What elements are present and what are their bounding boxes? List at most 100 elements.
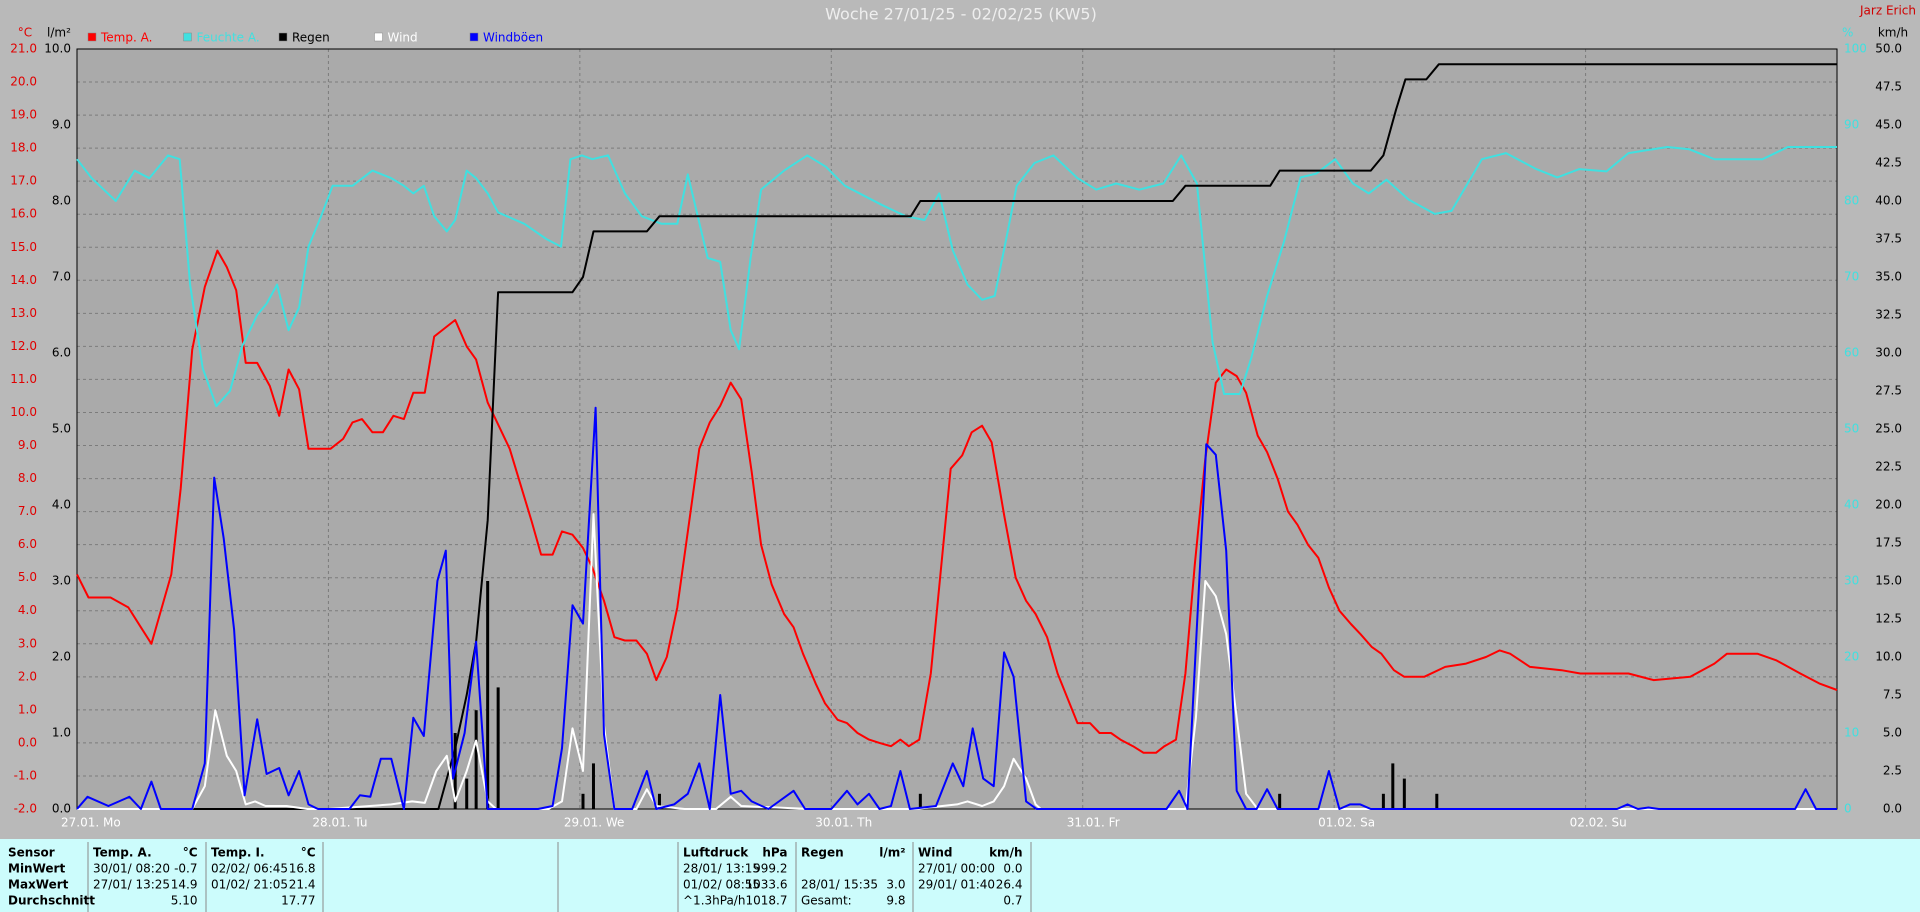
- column-unit: l/m²: [879, 846, 905, 860]
- rain-bar: [1402, 778, 1406, 809]
- cell-value: 21.4: [289, 878, 316, 892]
- cell-value: 3.0: [886, 878, 905, 892]
- y-tick-label: 20.0: [10, 75, 37, 89]
- cell-value: 16.8: [289, 862, 316, 876]
- y3-tick-label: 0: [1844, 802, 1852, 816]
- x-tick-label: 30.01. Th: [815, 816, 872, 830]
- y-tick-label: 12.0: [10, 339, 37, 353]
- cell-value: 999.2: [753, 862, 787, 876]
- x-tick-label: 28.01. Tu: [312, 816, 367, 830]
- y4-tick-label: 5.0: [1883, 726, 1902, 740]
- y4-tick-label: 35.0: [1875, 270, 1902, 284]
- y3-tick-label: 20: [1844, 650, 1859, 664]
- y2-tick-label: 7.0: [52, 270, 71, 284]
- column-unit: °C: [183, 846, 198, 860]
- y-tick-label: 14.0: [10, 273, 37, 287]
- marks: [76, 63, 1838, 810]
- y4-tick-label: 25.0: [1875, 422, 1902, 436]
- y4-tick-label: 27.5: [1875, 384, 1902, 398]
- y2-tick-label: 8.0: [52, 194, 71, 208]
- y3-tick-label: 10: [1844, 726, 1859, 740]
- labels: -2.0 -1.0 0.0 1.0 2.0 3.0 4.0 5.0 6.0 7.0 8.0 9.0 10…: [10, 31, 1902, 830]
- y3-tick-label: 90: [1844, 118, 1859, 132]
- y2-tick-label: 9.0: [52, 118, 71, 132]
- y2-tick-label: 10.0: [44, 42, 71, 56]
- y-tick-label: 3.0: [18, 636, 37, 650]
- y-tick-label: 2.0: [18, 669, 37, 683]
- row-label: Durchschnitt: [8, 894, 95, 908]
- legend-label: Windböen: [483, 31, 543, 45]
- series-line: [76, 146, 1837, 408]
- y2-tick-label: 1.0: [52, 726, 71, 740]
- y4-tick-label: 40.0: [1875, 194, 1902, 208]
- y2-tick-label: 4.0: [52, 498, 71, 512]
- column-title: Wind: [918, 846, 952, 860]
- y4-tick-label: 32.5: [1875, 308, 1902, 322]
- column-unit: hPa: [762, 846, 787, 860]
- rain-bar: [465, 778, 469, 809]
- y3-tick-label: 100: [1844, 42, 1867, 56]
- y4-axis-unit: km/h: [1878, 26, 1908, 40]
- y-tick-label: -1.0: [14, 768, 37, 782]
- y4-tick-label: 50.0: [1875, 42, 1902, 56]
- legend-swatch: [183, 32, 192, 42]
- cell-note: 27/01/ 13:25: [93, 878, 170, 892]
- y2-tick-label: 2.0: [52, 650, 71, 664]
- cell-value: -0.7: [174, 862, 197, 876]
- y-tick-label: 5.0: [18, 570, 37, 584]
- y4-tick-label: 22.5: [1875, 460, 1902, 474]
- y3-tick-label: 40: [1844, 498, 1859, 512]
- rain-bar: [591, 763, 595, 809]
- legend-label: Regen: [292, 31, 330, 45]
- cell-value: 0.0: [1003, 862, 1022, 876]
- y3-tick-label: 70: [1844, 270, 1859, 284]
- y3-tick-label: 60: [1844, 346, 1859, 360]
- table-header: Sensor: [8, 846, 55, 860]
- legend-swatch: [469, 32, 479, 42]
- rain-bar: [581, 793, 585, 809]
- column-unit: °C: [301, 846, 316, 860]
- y-tick-label: 9.0: [18, 438, 37, 452]
- y-tick-label: 21.0: [10, 42, 37, 56]
- column-title: Regen: [801, 846, 844, 860]
- rain-bar: [496, 687, 500, 809]
- rain-bar: [486, 581, 490, 809]
- column-title: Temp. A.: [93, 846, 152, 860]
- cell-note: 01/02/ 21:05: [211, 878, 288, 892]
- y-tick-label: 15.0: [10, 240, 37, 254]
- x-tick-label: 01.02. Sa: [1318, 816, 1375, 830]
- cell-value: 9.8: [886, 894, 905, 908]
- column-title: Luftdruck: [683, 846, 749, 860]
- y2-tick-label: 6.0: [52, 346, 71, 360]
- y4-tick-label: 0.0: [1883, 802, 1902, 816]
- cell-note: 30/01/ 08:20: [93, 862, 170, 876]
- y4-tick-label: 37.5: [1875, 232, 1902, 246]
- legend-swatch: [278, 32, 288, 42]
- y-tick-label: 8.0: [18, 471, 37, 485]
- y-tick-label: 7.0: [18, 504, 37, 518]
- row-label: MinWert: [8, 862, 65, 876]
- cell-value: 1018.7: [746, 894, 788, 908]
- cell-note: Gesamt:: [801, 894, 852, 908]
- y-tick-label: 1.0: [18, 702, 37, 716]
- y-tick-label: 11.0: [10, 372, 37, 386]
- plot-area: [77, 49, 1837, 809]
- y4-tick-label: 2.5: [1883, 764, 1902, 778]
- row-label: MaxWert: [8, 878, 69, 892]
- y3-tick-label: 80: [1844, 194, 1859, 208]
- cell-value: 26.4: [996, 878, 1023, 892]
- legend-label: Temp. A.: [100, 31, 152, 45]
- rain-bar: [1435, 793, 1439, 809]
- y2-axis-unit: l/m²: [47, 26, 71, 40]
- plot-frame: [76, 48, 1838, 810]
- cell-note: 28/01/ 15:35: [801, 878, 878, 892]
- y-tick-label: 10.0: [10, 405, 37, 419]
- y2-tick-label: 3.0: [52, 574, 71, 588]
- x-tick-label: 31.01. Fr: [1067, 816, 1120, 830]
- y3-tick-label: 30: [1844, 574, 1859, 588]
- cell-value: 17.77: [281, 894, 315, 908]
- x-tick-label: 27.01. Mo: [61, 816, 121, 830]
- cell-value: 1033.6: [746, 878, 788, 892]
- series-line: [76, 249, 1838, 754]
- y-tick-label: 4.0: [18, 603, 37, 617]
